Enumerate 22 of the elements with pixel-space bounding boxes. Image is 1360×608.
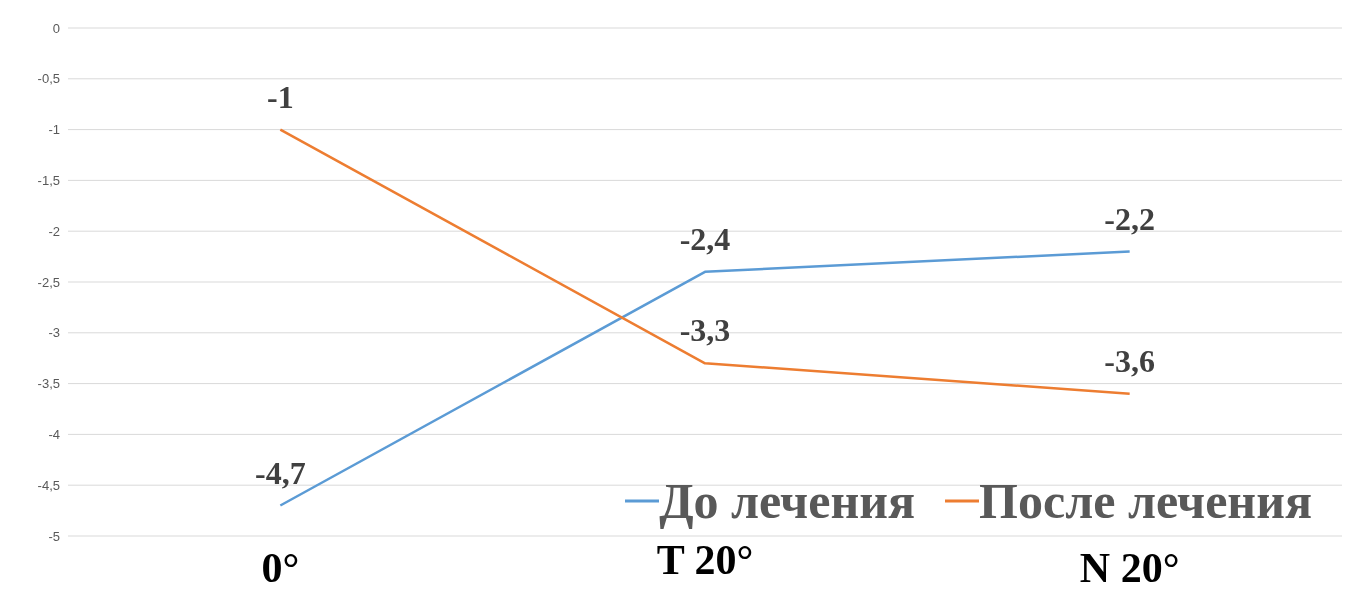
y-tick-label: -4 (48, 427, 60, 443)
x-tick-label: T 20° (656, 537, 754, 583)
y-tick-label: -5 (48, 528, 60, 544)
x-tick-label: 0° (261, 545, 300, 591)
legend-label: После лечения (979, 473, 1312, 529)
data-label: -3,3 (679, 312, 731, 349)
x-tick-label: N 20° (1079, 545, 1180, 591)
y-tick-label: -3,5 (37, 376, 60, 392)
data-label: -1 (267, 78, 294, 115)
data-label: -2,4 (679, 220, 731, 257)
data-label: -3,6 (1104, 342, 1155, 379)
data-label: -2,2 (1104, 200, 1155, 237)
y-tick-label: -0,5 (37, 71, 60, 87)
y-tick-label: -4,5 (37, 477, 60, 493)
y-tick-label: -1,5 (37, 173, 60, 189)
data-label: -4,7 (255, 454, 306, 491)
y-tick-label: -1 (48, 122, 60, 138)
legend-label: До лечения (659, 473, 916, 529)
y-tick-label: 0 (52, 20, 60, 36)
y-tick-label: -2,5 (37, 274, 60, 290)
y-tick-label: -3 (48, 325, 60, 341)
y-tick-label: -2 (48, 223, 60, 239)
